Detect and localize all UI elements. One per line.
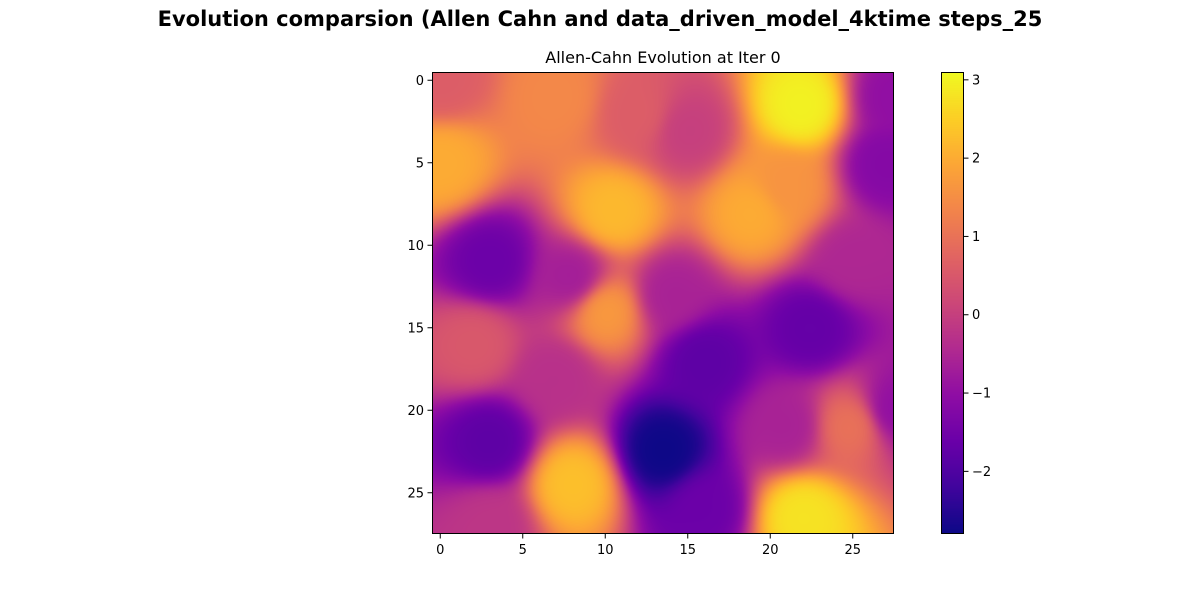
- colorbar-tick-label: 1: [972, 230, 980, 245]
- x-tick-label: 10: [597, 543, 614, 558]
- colorbar-tick-label: 3: [972, 73, 980, 88]
- y-tick-label: 25: [407, 486, 424, 501]
- x-tick-label: 15: [679, 543, 696, 558]
- colorbar-tick-label: −1: [972, 387, 991, 402]
- x-axis: 0 5 10 15 20 25: [436, 534, 861, 558]
- y-axis: 0 5 10 15 20 25: [407, 74, 432, 501]
- y-tick-label: 15: [407, 321, 424, 336]
- y-tick-label: 20: [407, 404, 424, 419]
- x-tick-label: 0: [436, 543, 444, 558]
- y-tick-label: 10: [407, 239, 424, 254]
- chart-title: Allen-Cahn Evolution at Iter 0: [545, 48, 781, 67]
- heatmap-image: [432, 72, 894, 534]
- colorbar: [941, 72, 964, 534]
- colorbar-axis: 3 2 1 0 −1 −2: [964, 73, 991, 480]
- y-tick-label: 5: [416, 156, 424, 171]
- colorbar-gradient: [942, 73, 963, 533]
- x-tick-label: 25: [844, 543, 861, 558]
- colorbar-tick-label: −2: [972, 465, 991, 480]
- x-tick-label: 20: [762, 543, 779, 558]
- colorbar-tick-label: 2: [972, 152, 980, 167]
- figure-suptitle: Evolution comparsion (Allen Cahn and dat…: [157, 7, 1043, 31]
- colorbar-tick-label: 0: [972, 308, 980, 323]
- x-tick-label: 5: [519, 543, 527, 558]
- y-tick-label: 0: [416, 74, 424, 89]
- heatmap-field: [433, 73, 893, 533]
